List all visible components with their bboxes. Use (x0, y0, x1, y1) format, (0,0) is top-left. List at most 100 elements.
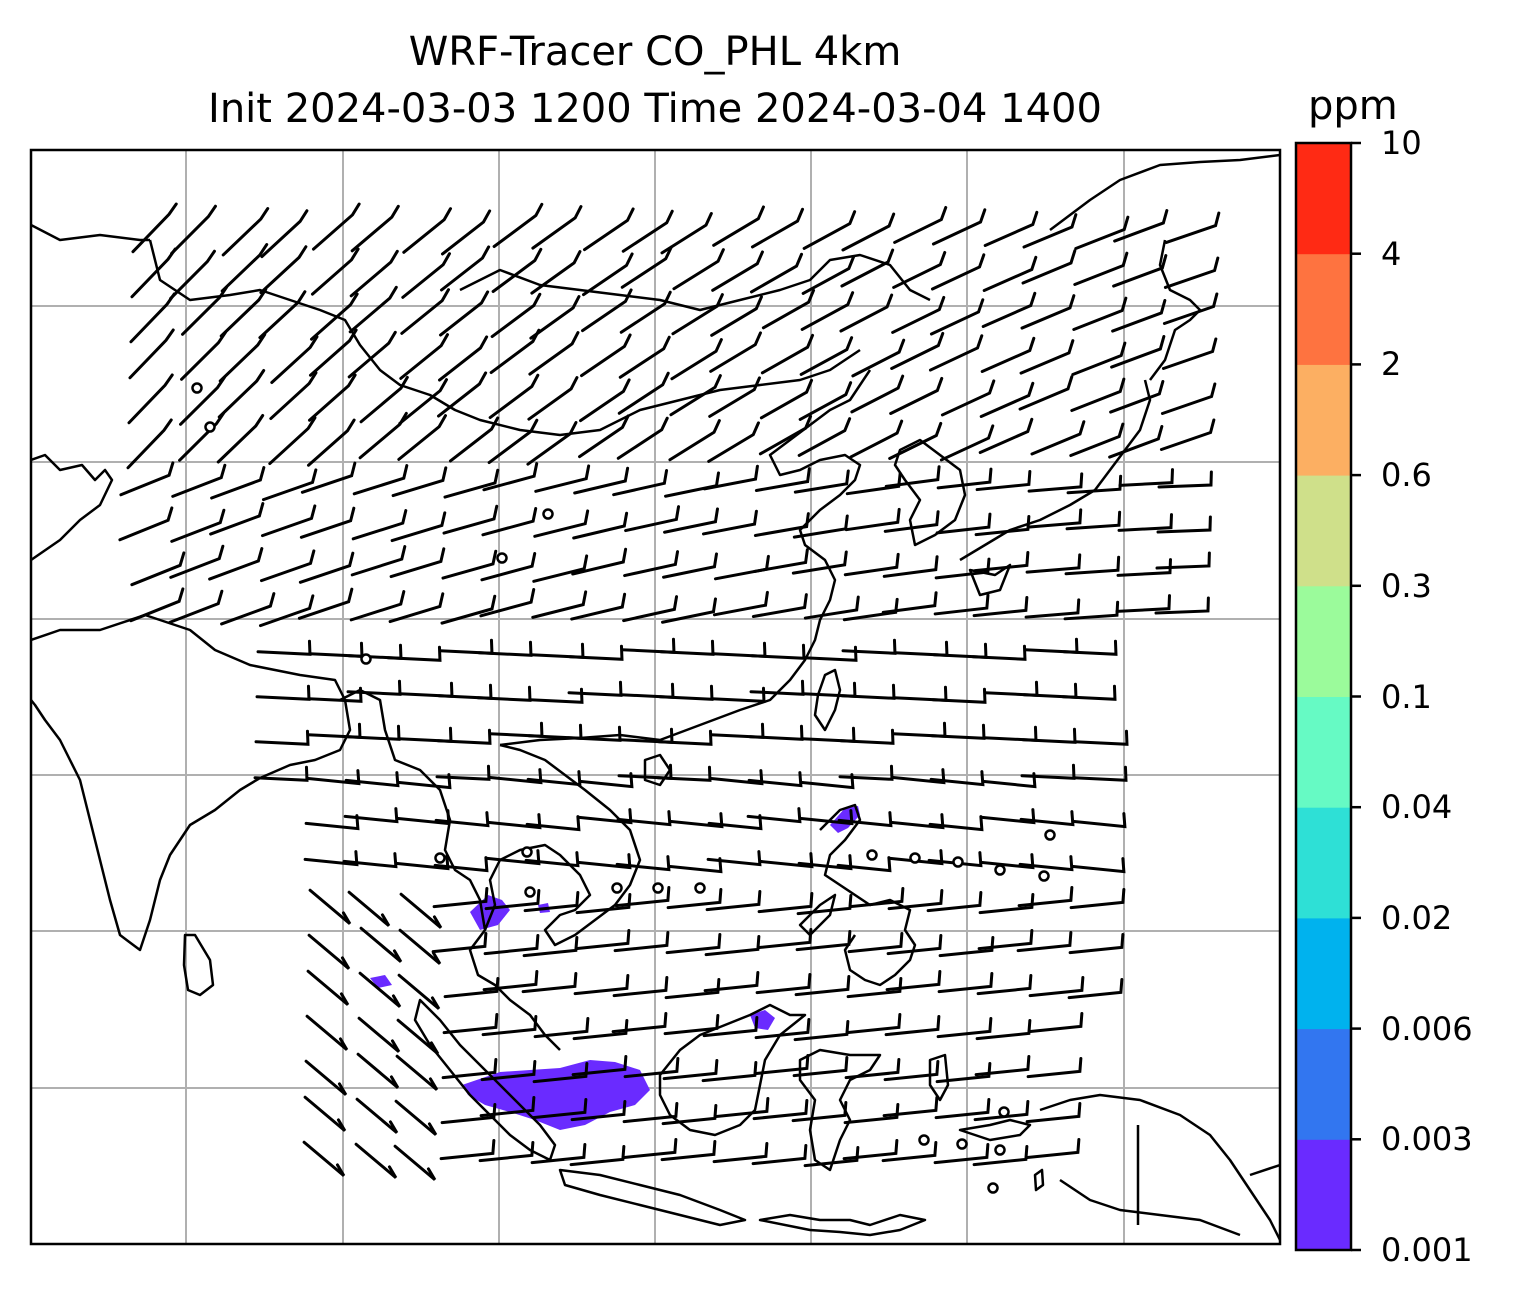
wind-barb (1156, 515, 1212, 534)
wind-barb (893, 205, 948, 244)
wind-barb (582, 252, 634, 297)
wind-barb (751, 1143, 808, 1166)
wind-barb (975, 469, 1032, 492)
colorbar-segment (1296, 475, 1351, 587)
wind-barb (706, 850, 762, 867)
map-title-line-1: WRF-Tracer CO_PHL 4km (408, 29, 902, 75)
wind-barb (934, 1097, 991, 1120)
calm-wind-circle (204, 421, 216, 433)
wind-barb (755, 972, 812, 995)
wind-barb (347, 643, 403, 660)
wind-barb (981, 291, 1037, 328)
wind-barb (791, 550, 848, 575)
wind-barb (480, 1059, 537, 1082)
wind-barb (940, 379, 996, 417)
wind-barb (532, 1061, 589, 1084)
wind-barb (435, 764, 491, 781)
wind-barb (1026, 1056, 1083, 1079)
wind-barb (169, 249, 216, 300)
wind-barb (934, 557, 991, 580)
wind-barb (119, 461, 175, 497)
wind-barb (488, 373, 540, 420)
wind-barb (491, 247, 543, 294)
wind-barb (260, 209, 309, 259)
wind-barb (791, 1100, 848, 1123)
wind-barb (221, 207, 270, 257)
wind-barb (583, 207, 635, 252)
colorbar-segment (1296, 917, 1351, 1030)
wind-barb (841, 212, 896, 252)
wind-barb (703, 970, 760, 993)
wind-barb (1155, 551, 1211, 570)
coast-lesser-sunda (758, 1213, 927, 1237)
colorbar-segment (1296, 253, 1351, 365)
wind-barb (1154, 596, 1210, 615)
wind-barb (932, 642, 988, 659)
wind-barb (348, 285, 398, 334)
wind-barb (888, 421, 943, 460)
wind-barb (884, 465, 941, 488)
wind-barb (931, 208, 987, 246)
wind-barb (798, 809, 854, 826)
wind-barb (1073, 729, 1129, 746)
wind-barb (268, 416, 317, 466)
wind-barb (476, 685, 532, 702)
wind-barb (481, 1014, 538, 1037)
wind-barb (575, 892, 632, 915)
wind-barb (974, 514, 1031, 537)
wind-barb (394, 1099, 438, 1136)
wind-barb (1023, 637, 1079, 654)
wind-barb (619, 682, 675, 699)
wind-barb (181, 285, 229, 336)
coast-okhotsk (1049, 153, 1280, 231)
calm-wind-circle (1044, 829, 1056, 841)
wind-barb (840, 248, 895, 288)
calm-wind-circle (952, 856, 964, 868)
wind-barb (881, 1140, 938, 1163)
wind-barb (617, 371, 670, 415)
wind-barb (701, 509, 758, 536)
wind-barb (1025, 1101, 1082, 1124)
wind-barb (488, 721, 544, 738)
wind-barb (663, 507, 719, 534)
wind-barb (1068, 932, 1125, 955)
wind-barb (477, 640, 533, 657)
wind-barb (490, 292, 542, 339)
wind-barb (298, 551, 355, 584)
wind-barb (845, 471, 902, 496)
wind-barb (749, 679, 805, 696)
wind-barb (342, 852, 398, 869)
wind-barb (843, 552, 900, 577)
wind-barb (661, 597, 717, 624)
wind-barb (669, 374, 722, 417)
wind-barb (1072, 765, 1128, 782)
wind-barb (891, 721, 947, 738)
wind-barb (1030, 420, 1086, 456)
wind-barb (620, 245, 673, 289)
wind-barb (580, 333, 632, 378)
wind-barb (611, 1011, 668, 1034)
wind-barb (482, 969, 539, 992)
wind-barb (753, 1053, 810, 1076)
wind-barb (128, 328, 175, 380)
wind-barb (800, 291, 855, 331)
wind-barb (344, 771, 400, 788)
wind-barb (660, 212, 713, 255)
calm-wind-circle (1038, 870, 1050, 882)
wind-barb (614, 885, 671, 908)
wind-barb (390, 511, 447, 543)
wind-barb (887, 888, 944, 911)
wind-barb (1069, 422, 1125, 458)
wind-barb (577, 808, 633, 825)
wind-barb (578, 414, 630, 459)
wind-barb (306, 969, 350, 1006)
coast-myanmar-peninsula (339, 688, 561, 1051)
wind-barb (973, 550, 1030, 573)
wind-barb (1116, 558, 1172, 577)
wind-barb (883, 510, 940, 533)
coast-east-edge (1249, 1163, 1280, 1177)
wind-barb (623, 550, 680, 578)
wind-barb (803, 1145, 860, 1168)
wind-barb (573, 466, 630, 495)
coastlines (31, 153, 1280, 1241)
